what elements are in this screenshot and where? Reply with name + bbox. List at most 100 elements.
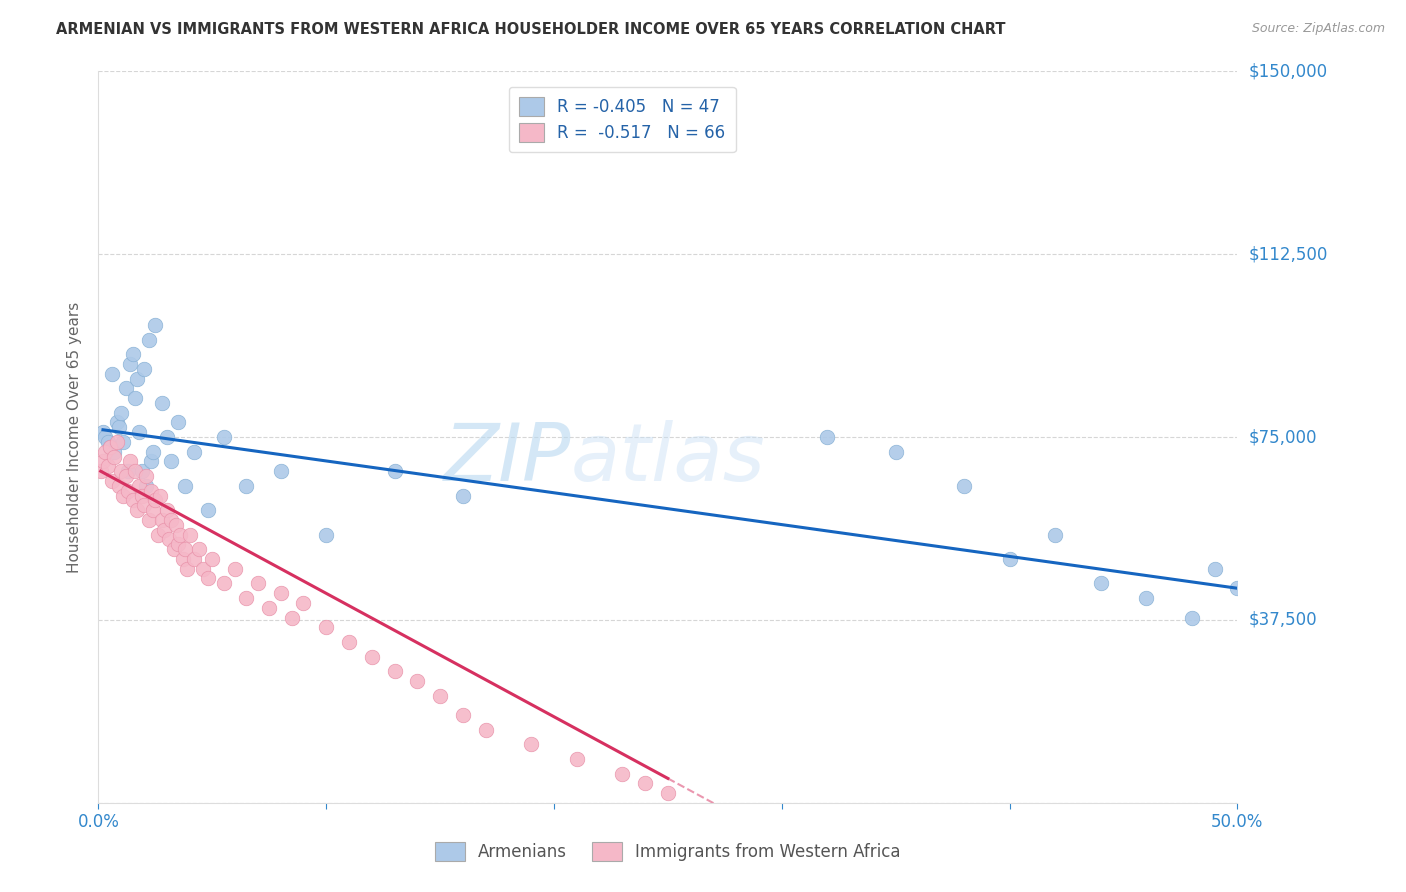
Point: [612, 766, 634, 780]
Point: [451, 489, 474, 503]
Point: [90, 464, 112, 478]
Point: [176, 562, 198, 576]
Point: [1181, 610, 1204, 624]
Point: [197, 572, 219, 586]
Point: [145, 318, 167, 332]
Point: [150, 396, 173, 410]
Point: [124, 391, 146, 405]
Point: [156, 503, 179, 517]
Point: [270, 586, 292, 600]
Point: [94, 430, 117, 444]
Point: [91, 425, 114, 440]
Point: [337, 635, 360, 649]
Point: [406, 673, 429, 688]
Point: [131, 489, 153, 503]
Point: [105, 416, 128, 430]
Point: [235, 591, 257, 605]
Point: [201, 552, 224, 566]
Point: [474, 723, 496, 737]
Point: [384, 664, 406, 678]
Point: [451, 708, 474, 723]
Point: [183, 552, 205, 566]
Point: [98, 440, 121, 454]
Point: [174, 542, 197, 557]
Point: [139, 483, 162, 498]
Point: [101, 474, 124, 488]
Point: [121, 347, 143, 361]
Point: [162, 542, 184, 557]
Point: [167, 537, 190, 551]
Point: [105, 434, 128, 449]
Point: [315, 620, 337, 634]
Text: ARMENIAN VS IMMIGRANTS FROM WESTERN AFRICA HOUSEHOLDER INCOME OVER 65 YEARS CORR: ARMENIAN VS IMMIGRANTS FROM WESTERN AFRI…: [56, 22, 1005, 37]
Point: [169, 527, 191, 541]
Point: [212, 576, 235, 591]
Point: [121, 493, 143, 508]
Point: [1226, 581, 1249, 595]
Point: [815, 430, 838, 444]
Point: [160, 454, 183, 468]
Legend: Armenians, Immigrants from Western Africa: Armenians, Immigrants from Western Afric…: [427, 835, 908, 868]
Point: [96, 459, 118, 474]
Point: [157, 533, 180, 547]
Point: [172, 552, 194, 566]
Point: [1090, 576, 1112, 591]
Point: [270, 464, 292, 478]
Point: [235, 479, 257, 493]
Point: [384, 464, 406, 478]
Point: [132, 499, 155, 513]
Point: [953, 479, 976, 493]
Point: [167, 416, 190, 430]
Point: [114, 381, 136, 395]
Point: [114, 469, 136, 483]
Point: [98, 440, 121, 454]
Text: $37,500: $37,500: [1249, 611, 1317, 629]
Point: [138, 513, 160, 527]
Point: [127, 503, 149, 517]
Point: [142, 503, 165, 517]
Point: [103, 450, 125, 464]
Point: [128, 425, 150, 440]
Point: [94, 444, 117, 458]
Point: [292, 596, 315, 610]
Point: [179, 527, 201, 541]
Point: [193, 562, 215, 576]
Point: [142, 444, 165, 458]
Point: [135, 479, 157, 493]
Point: [128, 479, 150, 493]
Point: [132, 361, 155, 376]
Point: [884, 444, 907, 458]
Point: [281, 610, 304, 624]
Text: ZIP: ZIP: [444, 420, 571, 498]
Point: [127, 371, 149, 385]
Point: [520, 737, 543, 751]
Point: [101, 367, 124, 381]
Point: [174, 479, 197, 493]
Point: [187, 542, 209, 557]
Point: [315, 527, 337, 541]
Point: [165, 517, 187, 532]
Point: [108, 479, 131, 493]
Point: [139, 454, 162, 468]
Point: [1135, 591, 1157, 605]
Point: [156, 430, 179, 444]
Point: [1043, 527, 1066, 541]
Point: [124, 464, 146, 478]
Point: [998, 552, 1021, 566]
Point: [224, 562, 246, 576]
Point: [246, 576, 269, 591]
Text: $112,500: $112,500: [1249, 245, 1327, 263]
Point: [135, 469, 157, 483]
Point: [131, 464, 153, 478]
Point: [96, 434, 118, 449]
Point: [259, 600, 281, 615]
Point: [103, 444, 125, 458]
Point: [212, 430, 235, 444]
Text: Source: ZipAtlas.com: Source: ZipAtlas.com: [1251, 22, 1385, 36]
Point: [117, 464, 139, 478]
Point: [110, 464, 132, 478]
Point: [108, 420, 131, 434]
Point: [145, 493, 167, 508]
Point: [112, 434, 135, 449]
Point: [183, 444, 205, 458]
